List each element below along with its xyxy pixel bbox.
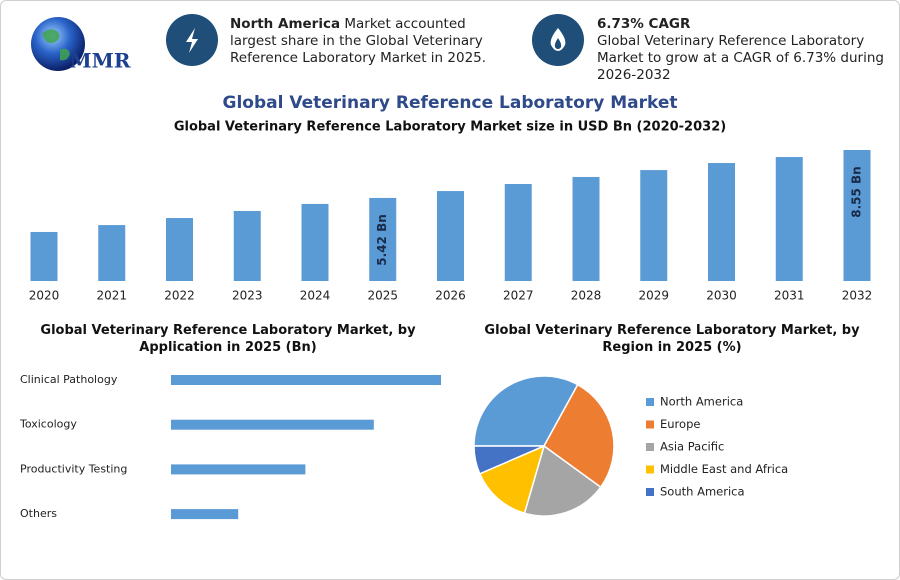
x-tick-label: 2024 bbox=[300, 289, 331, 303]
highlight: North America Market accounted largest s… bbox=[230, 16, 498, 67]
legend-label: North America bbox=[660, 395, 743, 409]
bar bbox=[98, 225, 126, 281]
x-tick-label: 2021 bbox=[96, 289, 127, 303]
x-tick-label: 2032 bbox=[842, 289, 873, 303]
bar bbox=[171, 419, 374, 430]
data-label: 5.42 Bn bbox=[375, 214, 389, 265]
legend-label: South America bbox=[660, 485, 745, 499]
x-tick-label: 2029 bbox=[638, 289, 669, 303]
highlight-bold: North America bbox=[230, 16, 341, 32]
x-tick-label: 2020 bbox=[29, 289, 60, 303]
category-label: Clinical Pathology bbox=[20, 373, 118, 386]
bar bbox=[171, 464, 306, 475]
bar bbox=[572, 176, 600, 281]
category-label: Productivity Testing bbox=[20, 462, 127, 475]
legend-label: Middle East and Africa bbox=[660, 462, 788, 476]
bar bbox=[708, 163, 735, 281]
highlight: 6.73% CAGR Global Veterinary Reference La… bbox=[597, 16, 889, 84]
legend-label: Europe bbox=[660, 417, 700, 431]
x-tick-label: 2022 bbox=[164, 289, 195, 303]
x-tick-label: 2027 bbox=[503, 289, 534, 303]
bar bbox=[369, 197, 397, 281]
legend-label: Asia Pacific bbox=[660, 440, 724, 454]
chart-title: Global Veterinary Reference Laboratory M… bbox=[40, 323, 416, 355]
chart-title: Global Veterinary Reference Laboratory M… bbox=[174, 120, 726, 135]
icon-bolt bbox=[186, 28, 198, 53]
bar bbox=[166, 218, 193, 281]
pie-slice bbox=[473, 375, 579, 447]
bar bbox=[171, 375, 441, 385]
x-tick-label: 2023 bbox=[232, 289, 263, 303]
bar bbox=[504, 184, 532, 281]
legend-swatch bbox=[646, 488, 654, 496]
x-tick-label: 2028 bbox=[571, 289, 602, 303]
highlight-text: Market accounted largest share in the Gl… bbox=[230, 16, 487, 66]
logo-text: MMR bbox=[70, 49, 131, 73]
legend-swatch bbox=[646, 443, 654, 451]
bar bbox=[301, 203, 329, 281]
bar bbox=[30, 231, 58, 281]
x-tick-label: 2026 bbox=[435, 289, 466, 303]
bar bbox=[843, 150, 871, 281]
bar bbox=[640, 170, 668, 281]
highlight-text: Global Veterinary Reference Laboratory M… bbox=[597, 33, 884, 83]
page-title: Global Veterinary Reference Laboratory M… bbox=[223, 93, 678, 113]
category-label: Toxicology bbox=[19, 418, 77, 431]
legend-swatch bbox=[646, 465, 654, 474]
legend-swatch bbox=[646, 398, 654, 406]
x-tick-label: 2030 bbox=[706, 289, 737, 303]
legend-swatch bbox=[646, 420, 654, 429]
pie-slice bbox=[473, 445, 545, 475]
bar bbox=[437, 191, 464, 281]
pie-slice bbox=[543, 383, 615, 489]
category-label: Others bbox=[20, 507, 57, 520]
pie-slice bbox=[523, 444, 602, 517]
bar bbox=[775, 157, 803, 281]
bar bbox=[233, 210, 261, 281]
data-label: 8.55 Bn bbox=[850, 166, 864, 217]
highlight-bold: 6.73% CAGR bbox=[597, 16, 691, 32]
chart-title: Global Veterinary Reference Laboratory M… bbox=[484, 323, 860, 355]
x-tick-label: 2025 bbox=[367, 289, 398, 303]
logo-globe bbox=[31, 17, 85, 71]
icon-drop-inner bbox=[554, 38, 562, 49]
logo-land bbox=[42, 29, 70, 61]
x-tick-label: 2031 bbox=[774, 289, 805, 303]
pie-slice bbox=[478, 444, 546, 515]
bar bbox=[171, 509, 239, 520]
